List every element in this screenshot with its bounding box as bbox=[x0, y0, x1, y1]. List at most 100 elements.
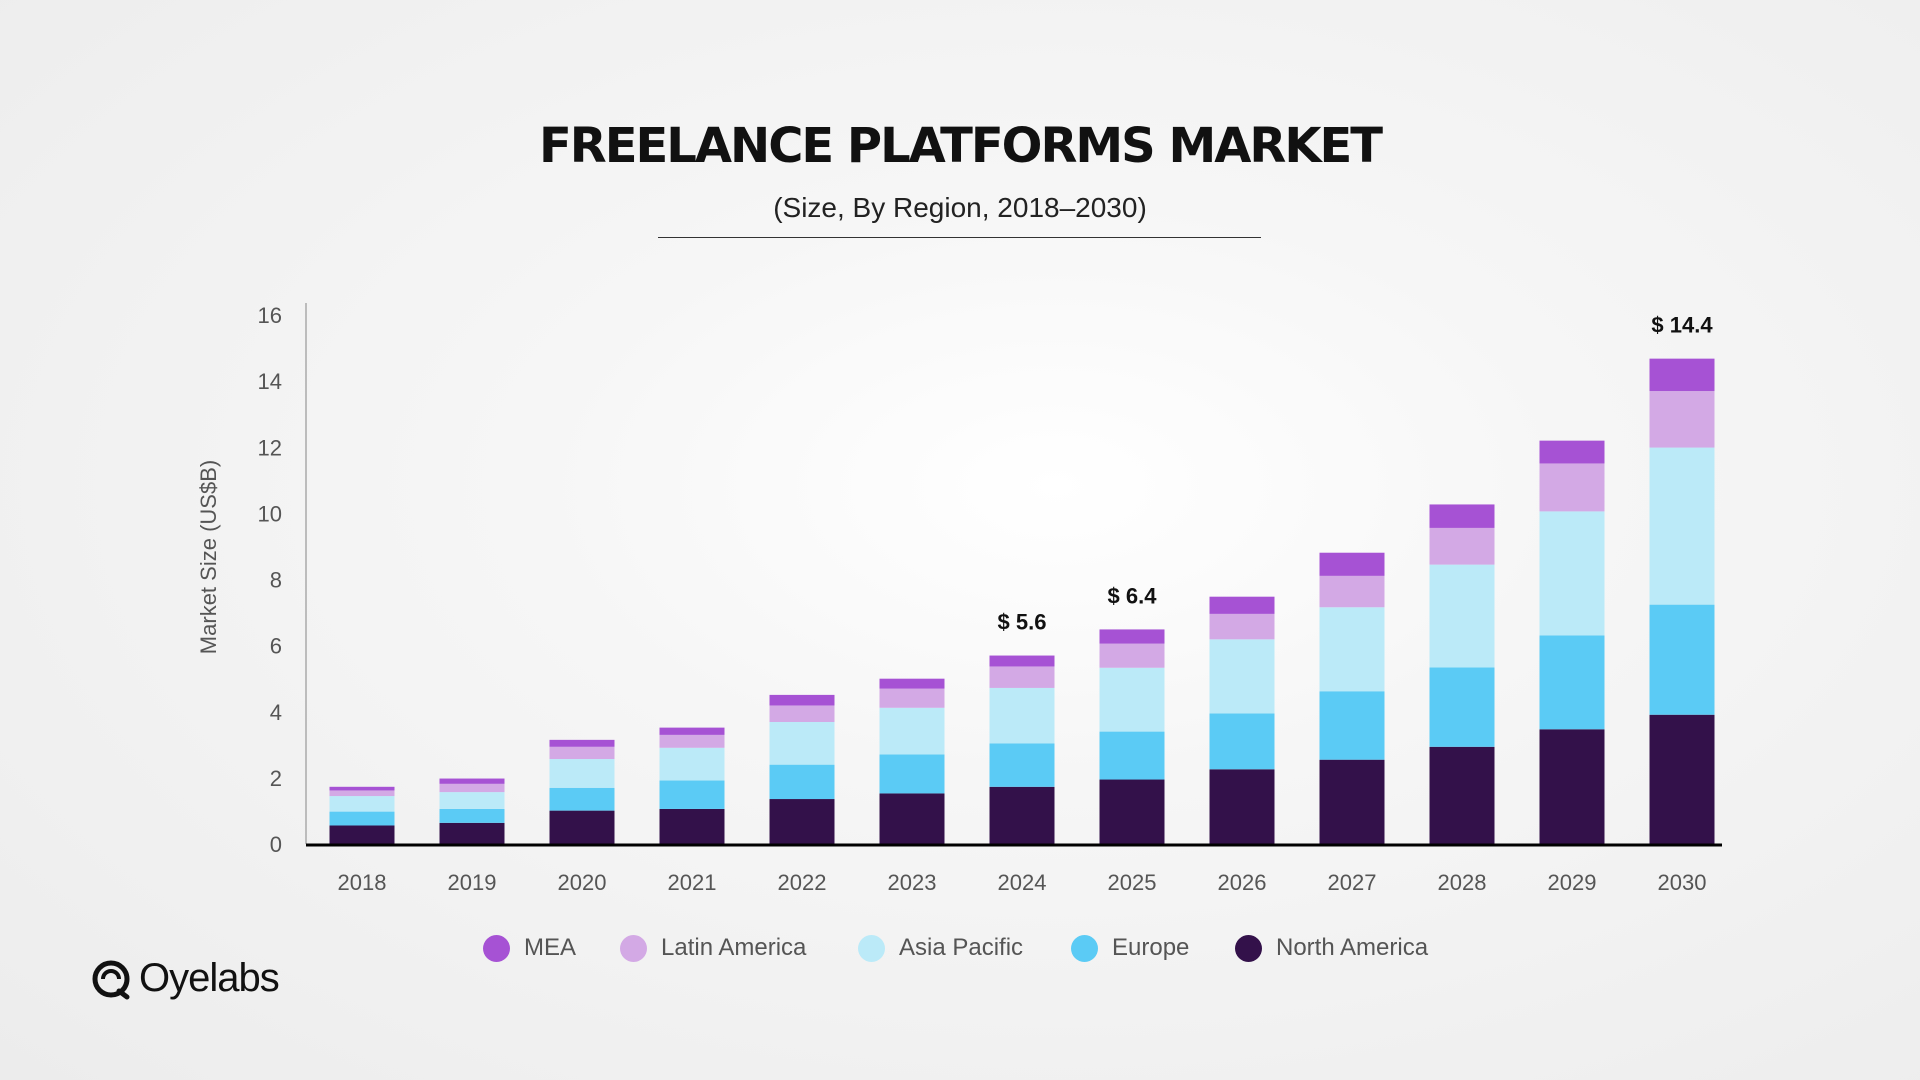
bar-segment-europe-2018 bbox=[329, 811, 395, 826]
bar-segment-europe-2020 bbox=[549, 787, 615, 811]
x-tick-label: 2020 bbox=[558, 870, 607, 895]
total-label-2030: $ 14.4 bbox=[1651, 313, 1713, 338]
bar-segment-north-america-2030 bbox=[1649, 714, 1715, 844]
legend-label: North America bbox=[1276, 934, 1429, 961]
bar-segment-europe-2029 bbox=[1539, 635, 1605, 730]
x-tick-label: 2025 bbox=[1108, 870, 1157, 895]
x-tick-label: 2029 bbox=[1548, 870, 1597, 895]
bar-segment-north-america-2024 bbox=[989, 786, 1055, 844]
bar-segment-mea-2024 bbox=[989, 655, 1055, 667]
chart-title: FREELANCE PLATFORMS MARKET bbox=[538, 118, 1383, 174]
bar-segment-north-america-2028 bbox=[1429, 746, 1495, 844]
bar-segment-mea-2029 bbox=[1539, 440, 1605, 464]
bar-segment-mea-2022 bbox=[769, 694, 835, 706]
bar-segment-europe-2027 bbox=[1319, 691, 1385, 760]
bar-segment-latin-america-2018 bbox=[329, 790, 395, 797]
x-tick-label: 2026 bbox=[1218, 870, 1267, 895]
bar-segment-europe-2021 bbox=[659, 780, 725, 809]
bar-segment-north-america-2021 bbox=[659, 808, 725, 844]
bar-segment-europe-2019 bbox=[439, 808, 505, 823]
total-label-2025: $ 6.4 bbox=[1108, 583, 1158, 608]
bar-segment-asia-pacific-2025 bbox=[1099, 667, 1165, 732]
y-tick-label: 16 bbox=[258, 303, 282, 328]
bar-segment-asia-pacific-2018 bbox=[329, 796, 395, 812]
x-tick-label: 2018 bbox=[338, 870, 387, 895]
bar-segment-mea-2019 bbox=[439, 778, 505, 784]
bar-segment-asia-pacific-2021 bbox=[659, 747, 725, 781]
legend: MEA Latin America Asia Pacific Europe North … bbox=[0, 934, 1920, 968]
legend-item-europe: Europe bbox=[1071, 934, 1189, 962]
y-tick-label: 0 bbox=[270, 832, 282, 857]
legend-label: Europe bbox=[1112, 934, 1190, 961]
y-axis-title: Market Size (US$B) bbox=[196, 460, 221, 654]
legend-swatch bbox=[858, 934, 885, 962]
bar-segment-latin-america-2030 bbox=[1649, 391, 1715, 448]
bar-segment-asia-pacific-2020 bbox=[549, 759, 615, 788]
legend-swatch bbox=[483, 934, 510, 962]
legend-item-north-america: North America bbox=[1235, 934, 1428, 962]
bar-segment-europe-2028 bbox=[1429, 667, 1495, 747]
oyelabs-logo-icon bbox=[92, 960, 130, 999]
bar-segment-asia-pacific-2026 bbox=[1209, 639, 1275, 714]
chart-subtitle: (Size, By Region, 2018–2030) bbox=[773, 192, 1147, 223]
legend-label: Asia Pacific bbox=[899, 934, 1024, 961]
y-tick-label: 8 bbox=[270, 568, 282, 593]
brand-name: Oyelabs bbox=[139, 956, 280, 1000]
bar-segment-europe-2023 bbox=[879, 754, 945, 794]
legend-swatch bbox=[1235, 934, 1262, 962]
bar-segment-latin-america-2022 bbox=[769, 705, 835, 722]
legend-label: MEA bbox=[524, 934, 577, 961]
x-tick-label: 2023 bbox=[888, 870, 937, 895]
bar-segment-asia-pacific-2024 bbox=[989, 687, 1055, 744]
total-label-2024: $ 5.6 bbox=[998, 610, 1047, 635]
bar-segment-north-america-2018 bbox=[329, 825, 395, 844]
bar-segment-mea-2018 bbox=[329, 786, 395, 791]
bar-segment-mea-2021 bbox=[659, 727, 725, 735]
bar-segment-mea-2023 bbox=[879, 678, 945, 689]
x-tick-label: 2021 bbox=[668, 870, 717, 895]
y-tick-label: 14 bbox=[258, 369, 282, 394]
bar-segment-mea-2027 bbox=[1319, 552, 1385, 576]
legend-label: Latin America bbox=[661, 934, 807, 961]
bar-segment-latin-america-2021 bbox=[659, 734, 725, 748]
x-tick-label: 2027 bbox=[1328, 870, 1377, 895]
bar-segment-north-america-2019 bbox=[439, 822, 505, 844]
y-tick-label: 4 bbox=[270, 700, 282, 725]
bar-segment-asia-pacific-2023 bbox=[879, 707, 945, 755]
legend-item-asia-pacific: Asia Pacific bbox=[858, 934, 1023, 962]
bar-segment-europe-2025 bbox=[1099, 731, 1165, 780]
bar-segment-north-america-2025 bbox=[1099, 779, 1165, 844]
bar-segment-mea-2026 bbox=[1209, 596, 1275, 614]
bar-segment-north-america-2027 bbox=[1319, 759, 1385, 844]
bar-segment-asia-pacific-2019 bbox=[439, 792, 505, 809]
bar-segment-latin-america-2026 bbox=[1209, 613, 1275, 640]
bar-segment-latin-america-2024 bbox=[989, 666, 1055, 688]
legend-item-mea: MEA bbox=[483, 934, 576, 962]
bar-segment-north-america-2026 bbox=[1209, 769, 1275, 844]
bar-segment-latin-america-2027 bbox=[1319, 575, 1385, 608]
x-tick-label: 2022 bbox=[778, 870, 827, 895]
bar-segment-latin-america-2023 bbox=[879, 688, 945, 708]
bar-segment-north-america-2029 bbox=[1539, 729, 1605, 844]
y-tick-label: 6 bbox=[270, 634, 282, 659]
bar-segment-europe-2026 bbox=[1209, 713, 1275, 770]
bar-segment-europe-2024 bbox=[989, 743, 1055, 787]
bar-segment-mea-2028 bbox=[1429, 504, 1495, 528]
bar-segment-latin-america-2028 bbox=[1429, 527, 1495, 565]
bar-segment-latin-america-2020 bbox=[549, 746, 615, 760]
legend-swatch bbox=[1071, 934, 1098, 962]
bar-segment-mea-2025 bbox=[1099, 629, 1165, 644]
legend-swatch bbox=[620, 934, 647, 962]
x-tick-label: 2024 bbox=[998, 870, 1047, 895]
bar-segment-asia-pacific-2029 bbox=[1539, 511, 1605, 636]
bar-segment-north-america-2020 bbox=[549, 810, 615, 844]
bar-segment-asia-pacific-2022 bbox=[769, 721, 835, 765]
y-tick-label: 2 bbox=[270, 766, 282, 791]
bar-segment-latin-america-2019 bbox=[439, 783, 505, 793]
bar-segment-asia-pacific-2030 bbox=[1649, 447, 1715, 605]
bar-segment-asia-pacific-2027 bbox=[1319, 607, 1385, 692]
bar-segment-asia-pacific-2028 bbox=[1429, 564, 1495, 668]
bar-segment-mea-2020 bbox=[549, 739, 615, 747]
y-tick-label: 12 bbox=[258, 435, 282, 460]
